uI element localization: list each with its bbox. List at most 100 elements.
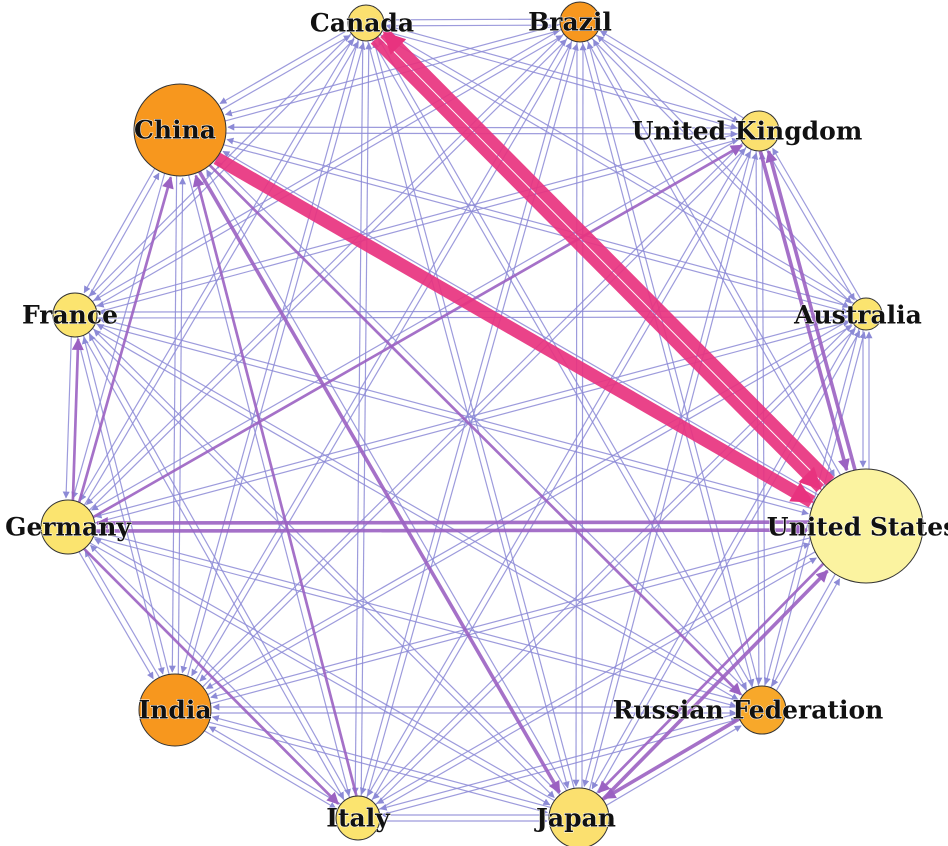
label-japan: Japan — [534, 804, 616, 833]
edge-australia-to-canada — [384, 29, 855, 304]
edge-india-to-china — [177, 177, 187, 675]
node-germany[interactable] — [40, 499, 96, 555]
edge-australia-to-japan — [591, 326, 857, 790]
edge-china-to-france — [83, 168, 156, 294]
edge-russia-to-brazil — [586, 41, 760, 687]
edge-australia-to-china — [226, 137, 852, 308]
edge-india-to-brazil — [195, 41, 572, 681]
edge-italy-to-canada — [360, 42, 373, 797]
edge-canada-to-india — [180, 39, 359, 674]
edge-india-to-us — [210, 542, 811, 705]
edge-france-to-uk — [96, 137, 740, 313]
edge-uk-to-india — [199, 142, 744, 682]
edge-brazil-to-india — [191, 37, 568, 677]
edge-china-to-india — [168, 175, 178, 673]
edge-india-to-italy — [204, 730, 337, 809]
edge-us-to-russia — [771, 573, 836, 687]
edge-canada-to-italy — [351, 40, 364, 795]
node-japan[interactable] — [548, 787, 610, 846]
node-france[interactable] — [52, 292, 98, 338]
edge-italy-to-us — [378, 557, 817, 811]
node-india[interactable] — [138, 673, 212, 747]
label-india: India — [138, 696, 211, 725]
edge-australia-to-brazil — [597, 35, 858, 301]
edge-australia-to-uk — [772, 147, 862, 300]
edge-japan-to-france — [93, 329, 561, 796]
edge-brazil-to-japan — [572, 41, 580, 787]
edge-brazil-to-us — [586, 40, 835, 477]
edge-canada-to-russia — [371, 39, 747, 690]
node-uk[interactable] — [738, 110, 780, 152]
label-italy: Italy — [326, 804, 391, 833]
edge-germany-to-france — [71, 337, 84, 501]
edge-china-to-japan — [198, 170, 562, 794]
edge-uk-to-brazil — [599, 30, 744, 119]
edge-uk-to-japan — [582, 149, 752, 787]
label-china: China — [134, 116, 216, 145]
edge-us-to-china — [222, 150, 819, 496]
edge-germany-to-china — [77, 176, 174, 503]
edge-australia-to-italy — [372, 322, 853, 800]
edge-japan-to-india — [211, 715, 551, 808]
edge-japan-to-australia — [595, 330, 861, 794]
node-russia[interactable] — [737, 685, 787, 735]
label-australia: Australia — [793, 301, 922, 330]
edge-italy-to-brazil — [366, 43, 579, 798]
edge-china-to-canada — [221, 35, 351, 111]
edge-france-to-australia — [96, 313, 849, 321]
edge-canada-to-brazil — [383, 21, 559, 29]
edge-brazil-to-canada — [385, 16, 561, 24]
edge-japan-to-uk — [588, 152, 759, 790]
edge-us-to-uk — [765, 150, 857, 471]
node-us[interactable] — [808, 468, 924, 584]
edge-italy-to-uk — [371, 150, 752, 801]
edges-medium-group — [71, 144, 857, 805]
edge-france-to-russia — [92, 328, 739, 701]
edge-us-to-italy — [376, 551, 816, 804]
node-australia[interactable] — [849, 297, 883, 331]
edge-germany-to-russia — [93, 536, 737, 709]
edge-us-to-germany — [95, 516, 810, 529]
edge-canada-to-australia — [379, 34, 850, 309]
node-brazil[interactable] — [559, 1, 601, 43]
edge-brazil-to-france — [93, 28, 562, 301]
edge-france-to-india — [76, 336, 165, 675]
edge-italy-to-australia — [375, 328, 856, 806]
edge-canada-to-us — [370, 36, 824, 493]
edge-us-to-japan — [597, 562, 825, 794]
edge-brazil-to-uk — [595, 34, 740, 123]
edge-uk-to-canada — [385, 23, 741, 124]
edge-russia-to-germany — [96, 529, 740, 702]
edges-heavy-group — [213, 28, 835, 508]
edge-india-to-australia — [207, 325, 853, 696]
edge-russia-to-france — [96, 323, 743, 696]
label-germany: Germany — [5, 513, 132, 542]
edge-italy-to-russia — [379, 717, 739, 816]
label-france: France — [22, 301, 118, 330]
edge-uk-to-italy — [366, 146, 747, 797]
edge-china-to-us — [213, 152, 816, 508]
edge-brazil-to-china — [224, 23, 561, 117]
edge-france-to-brazil — [95, 35, 564, 308]
edge-japan-to-russia — [606, 725, 742, 806]
edge-japan-to-us — [601, 569, 829, 801]
edge-germany-to-india — [78, 551, 154, 680]
edge-germany-to-us — [94, 524, 809, 537]
node-china[interactable] — [133, 83, 227, 177]
edge-germany-to-australia — [94, 319, 851, 524]
edge-canada-to-uk — [382, 30, 738, 130]
edge-italy-to-india — [208, 726, 341, 805]
edge-china-to-australia — [223, 144, 849, 314]
node-italy[interactable] — [335, 795, 381, 841]
edge-us-to-canada — [380, 28, 835, 486]
edge-us-to-india — [210, 537, 811, 700]
edge-india-to-canada — [186, 42, 366, 677]
node-canada[interactable] — [347, 4, 385, 42]
edge-germany-to-brazil — [88, 39, 567, 511]
label-us: United States — [767, 513, 948, 542]
label-canada: Canada — [310, 9, 414, 38]
edge-china-to-brazil — [225, 28, 561, 122]
edge-france-to-canada — [92, 38, 355, 302]
edge-france-to-germany — [62, 336, 72, 499]
